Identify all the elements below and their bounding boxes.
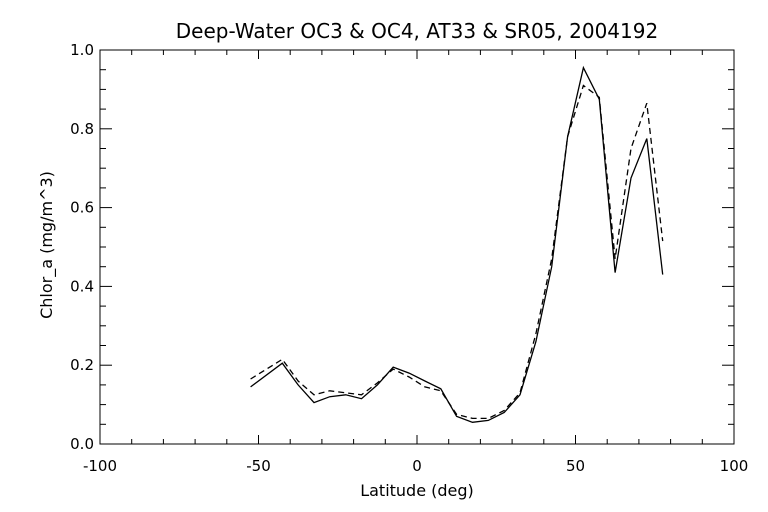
x-tick-label: -50	[246, 457, 271, 475]
plot-frame	[99, 49, 735, 445]
y-tick-label: 1.0	[70, 41, 94, 59]
series-line-dashed	[250, 84, 664, 420]
y-tick-label: 0.0	[70, 435, 94, 453]
axis-tick-labels: -100 -50 0 50 100 0.0 0.2 0.4 0.6 0.8 1.0	[70, 41, 748, 475]
series-lines	[250, 65, 664, 423]
chart-title: Deep-Water OC3 & OC4, AT33 & SR05, 20041…	[176, 19, 658, 43]
x-tick-label: -100	[83, 457, 117, 475]
axis-ticks	[99, 49, 735, 445]
x-tick-label: 0	[412, 457, 422, 475]
y-tick-label: 0.4	[70, 277, 94, 295]
x-axis-label: Latitude (deg)	[360, 481, 474, 500]
x-tick-label: 50	[566, 457, 585, 475]
y-axis-label: Chlor_a (mg/m^3)	[37, 171, 57, 319]
y-tick-label: 0.6	[70, 199, 94, 217]
series-line-solid	[250, 65, 664, 423]
x-tick-label: 100	[720, 457, 749, 475]
y-tick-label: 0.8	[70, 120, 94, 138]
y-tick-label: 0.2	[70, 356, 94, 374]
